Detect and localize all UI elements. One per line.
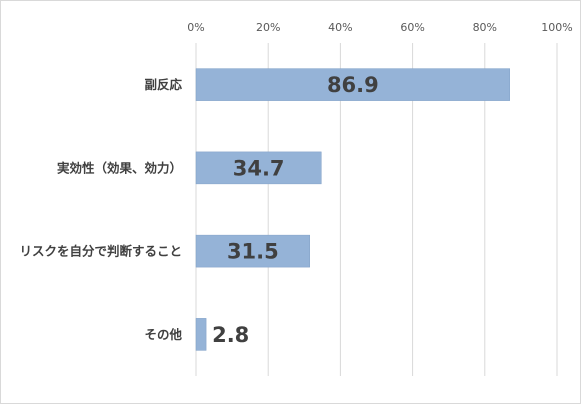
data-label: 31.5 <box>227 240 279 264</box>
data-label: 2.8 <box>212 323 249 347</box>
data-label: 86.9 <box>327 73 379 97</box>
x-tick-label: 100% <box>541 21 572 34</box>
category-label: 副反応 <box>144 77 182 92</box>
bar <box>195 318 207 351</box>
bar <box>195 151 322 185</box>
x-tick-label: 80% <box>473 21 497 34</box>
bar <box>195 68 510 101</box>
data-labels: 86.9 34.7 31.5 2.8 <box>212 73 379 347</box>
category-label: リスクを自分で判断すること <box>19 244 182 259</box>
data-label: 34.7 <box>233 156 285 180</box>
category-label: 実効性（効果、効力） <box>57 160 182 175</box>
x-tick-label: 60% <box>400 21 424 34</box>
x-axis-ticks: 0% 20% 40% 60% 80% 100% <box>187 21 572 34</box>
bar <box>195 234 310 268</box>
x-tick-label: 0% <box>187 21 204 34</box>
bars <box>195 68 510 351</box>
category-label: その他 <box>144 327 182 342</box>
x-tick-label: 40% <box>328 21 352 34</box>
x-tick-label: 20% <box>256 21 280 34</box>
